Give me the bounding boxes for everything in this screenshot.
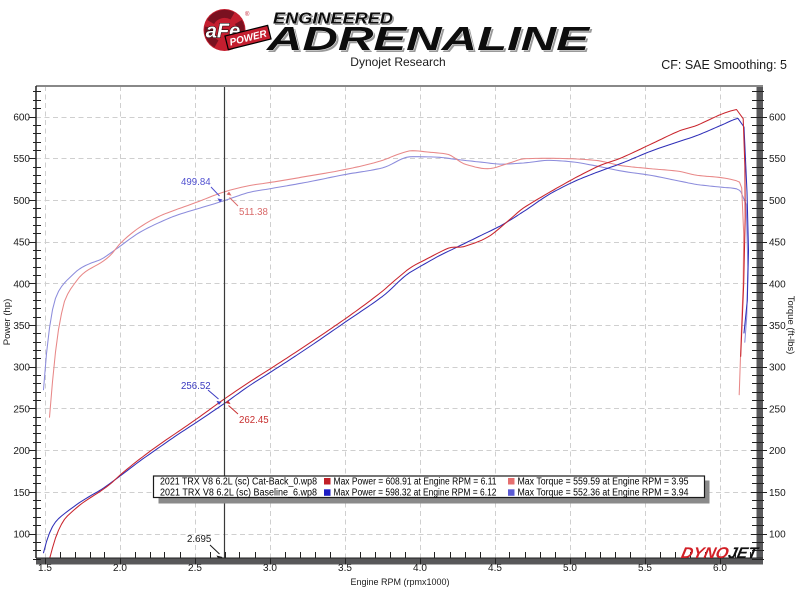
- svg-text:100: 100: [769, 530, 786, 541]
- svg-text:Max Torque = 552.36 at Engine: Max Torque = 552.36 at Engine RPM = 3.94: [518, 488, 689, 499]
- svg-text:600: 600: [13, 113, 30, 124]
- svg-text:®: ®: [245, 11, 250, 18]
- svg-text:ADRENALINE: ADRENALINE: [268, 22, 593, 59]
- svg-text:600: 600: [769, 113, 786, 124]
- svg-text:550: 550: [13, 154, 30, 165]
- svg-text:2021 TRX V8 6.2L (sc) Baseline: 2021 TRX V8 6.2L (sc) Baseline_6.wp8: [160, 488, 317, 499]
- svg-text:250: 250: [769, 404, 786, 415]
- svg-text:450: 450: [769, 238, 786, 249]
- svg-text:350: 350: [13, 321, 30, 332]
- svg-text:Dynojet Research: Dynojet Research: [350, 55, 445, 69]
- svg-text:Torque (ft-lbs): Torque (ft-lbs): [785, 296, 796, 355]
- svg-text:ENGINEERED: ENGINEERED: [275, 12, 396, 29]
- svg-text:250: 250: [13, 404, 30, 415]
- svg-text:CF: SAE Smoothing: 5: CF: SAE Smoothing: 5: [661, 58, 787, 72]
- svg-text:499.84: 499.84: [181, 177, 211, 188]
- svg-text:ENGINEERED: ENGINEERED: [273, 11, 394, 28]
- svg-text:150: 150: [13, 488, 30, 499]
- svg-text:550: 550: [769, 154, 786, 165]
- svg-text:Engine RPM (rpmx1000): Engine RPM (rpmx1000): [350, 577, 449, 587]
- svg-text:Power (hp): Power (hp): [2, 299, 13, 345]
- svg-text:Max Power = 608.91 at Engine R: Max Power = 608.91 at Engine RPM = 6.11: [334, 476, 497, 487]
- svg-text:200: 200: [13, 446, 30, 457]
- svg-text:3.0: 3.0: [263, 563, 277, 574]
- svg-text:DYNO: DYNO: [680, 545, 731, 562]
- svg-text:3.5: 3.5: [338, 563, 352, 574]
- svg-text:262.45: 262.45: [239, 415, 269, 426]
- svg-text:Max Power = 598.32 at Engine R: Max Power = 598.32 at Engine RPM = 6.12: [334, 488, 497, 499]
- svg-text:5.0: 5.0: [563, 563, 577, 574]
- svg-text:4.5: 4.5: [488, 563, 502, 574]
- svg-text:1.5: 1.5: [38, 563, 52, 574]
- svg-text:200: 200: [769, 446, 786, 457]
- svg-text:511.38: 511.38: [239, 207, 268, 218]
- svg-text:400: 400: [769, 279, 786, 290]
- svg-text:400: 400: [13, 279, 30, 290]
- svg-text:2021 TRX V8 6.2L (sc) Cat-Back: 2021 TRX V8 6.2L (sc) Cat-Back_0.wp8: [160, 476, 317, 487]
- svg-text:4.0: 4.0: [413, 563, 427, 574]
- svg-text:Max Torque = 559.59 at Engine: Max Torque = 559.59 at Engine RPM = 3.95: [518, 476, 689, 487]
- svg-text:JET: JET: [727, 545, 761, 562]
- svg-text:500: 500: [769, 196, 786, 207]
- svg-text:ADRENALINE: ADRENALINE: [266, 20, 591, 57]
- svg-text:6.0: 6.0: [713, 563, 727, 574]
- svg-text:2.0: 2.0: [113, 563, 127, 574]
- svg-text:256.52: 256.52: [181, 381, 211, 392]
- svg-text:2.695: 2.695: [187, 534, 211, 545]
- svg-text:2.5: 2.5: [188, 563, 202, 574]
- svg-text:100: 100: [13, 530, 30, 541]
- svg-text:5.5: 5.5: [638, 563, 652, 574]
- svg-text:300: 300: [769, 363, 786, 374]
- svg-text:350: 350: [769, 321, 786, 332]
- svg-text:450: 450: [13, 238, 30, 249]
- svg-text:300: 300: [13, 363, 30, 374]
- svg-text:150: 150: [769, 488, 786, 499]
- svg-text:500: 500: [13, 196, 30, 207]
